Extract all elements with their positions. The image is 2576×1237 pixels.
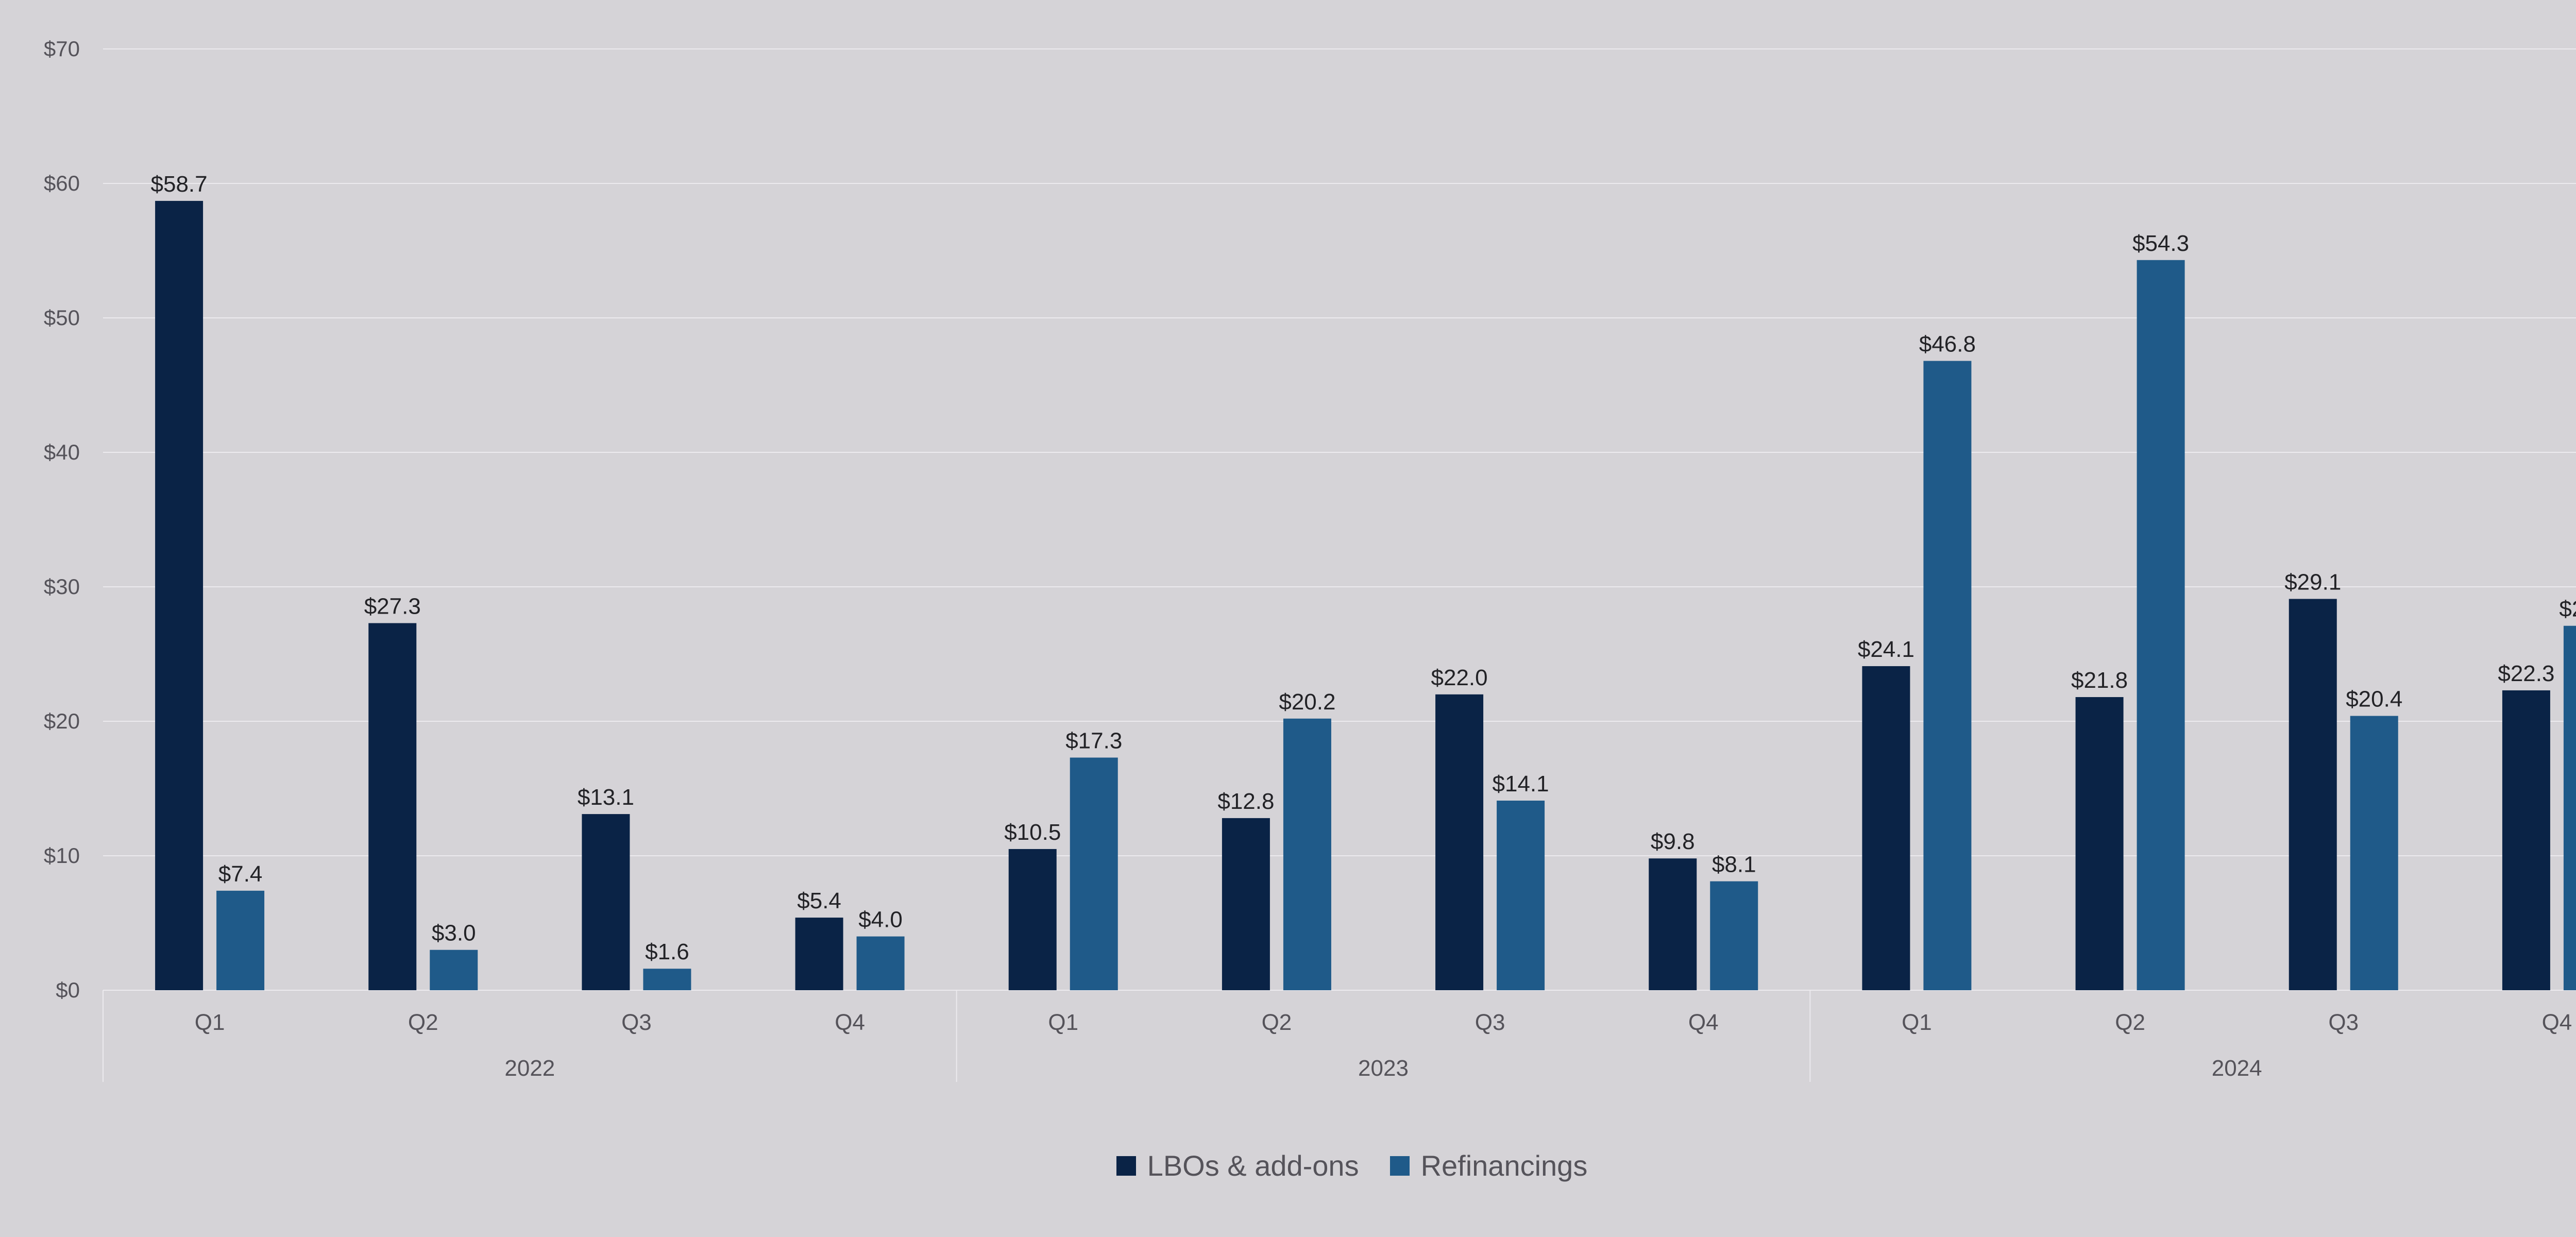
x-tick-label: Q2: [408, 1010, 438, 1035]
y-tick-label: $70: [44, 37, 80, 61]
bar-lbos: [582, 814, 630, 990]
data-label: $22.0: [1431, 665, 1488, 690]
data-label: $4.0: [858, 907, 903, 933]
data-label: $9.8: [1651, 829, 1695, 854]
x-tick-label: Q1: [1048, 1010, 1078, 1035]
data-label: $20.4: [2346, 687, 2402, 712]
data-label: $21.8: [2071, 668, 2128, 693]
y-tick-label: $20: [44, 709, 80, 733]
data-label: $29.1: [2284, 569, 2341, 595]
legend-label-refinancings: Refinancings: [1420, 1149, 1588, 1182]
bar-lbos: [2502, 690, 2550, 990]
legend-label-lbos: LBOs & add-ons: [1147, 1149, 1359, 1182]
x-tick-label: Q3: [2328, 1010, 2359, 1035]
data-label: $5.4: [797, 888, 841, 913]
data-label: $8.1: [1712, 852, 1756, 877]
x-tick-label: Q4: [835, 1010, 865, 1035]
data-label: $10.5: [1004, 820, 1061, 845]
x-tick-label: Q1: [195, 1010, 225, 1035]
bar-refinancings: [216, 890, 265, 990]
bar-lbos: [1862, 666, 1910, 990]
data-label: $1.6: [645, 939, 689, 964]
data-label: $27.3: [364, 594, 421, 619]
data-label: $12.8: [1217, 789, 1274, 814]
y-tick-label: $0: [56, 978, 80, 1002]
y-tick-label: $40: [44, 440, 80, 464]
y-tick-label: $60: [44, 171, 80, 195]
bar-lbos: [2289, 599, 2337, 990]
y-tick-label: $10: [44, 843, 80, 868]
data-label: $54.3: [2132, 231, 2189, 256]
x-group-label: 2022: [504, 1056, 555, 1081]
bar-refinancings: [2563, 625, 2576, 990]
x-group-label: 2024: [2212, 1056, 2262, 1081]
bar-lbos: [2075, 697, 2124, 990]
x-tick-label: Q1: [1902, 1010, 1932, 1035]
bar-lbos: [155, 200, 204, 991]
bar-lbos: [795, 918, 843, 990]
data-label: $20.2: [1279, 689, 1335, 715]
legend-item-refinancings: Refinancings: [1389, 1149, 1588, 1182]
data-label: $14.1: [1493, 771, 1549, 797]
bar-refinancings: [1497, 800, 1545, 990]
x-group-label: 2023: [1358, 1056, 1409, 1081]
data-label: $24.1: [1858, 637, 1914, 662]
bar-refinancings: [643, 969, 691, 990]
legend: LBOs & add-ons Refinancings: [0, 1149, 2576, 1182]
y-tick-label: $50: [44, 306, 80, 330]
legend-swatch-lbos: [1116, 1156, 1136, 1176]
bar-refinancings: [1923, 361, 1972, 990]
x-tick-label: Q2: [2115, 1010, 2145, 1035]
bar-refinancings: [1710, 881, 1758, 990]
data-label: $27.1: [2559, 597, 2576, 622]
x-tick-label: Q4: [1688, 1010, 1719, 1035]
bar-refinancings: [856, 936, 905, 990]
bar-refinancings: [430, 950, 478, 990]
bar-lbos: [1008, 849, 1057, 990]
bar-refinancings: [2350, 716, 2398, 990]
x-tick-label: Q3: [621, 1010, 652, 1035]
legend-swatch-refinancings: [1389, 1156, 1410, 1176]
data-label: $13.1: [578, 785, 634, 810]
y-tick-label: $30: [44, 574, 80, 599]
bar-lbos: [1435, 694, 1484, 990]
data-label: $58.7: [151, 172, 208, 197]
data-label: $3.0: [432, 921, 476, 946]
bar-lbos: [368, 623, 417, 990]
legend-item-lbos: LBOs & add-ons: [1116, 1149, 1359, 1182]
data-label: $17.3: [1065, 728, 1122, 753]
x-tick-label: Q3: [1475, 1010, 1505, 1035]
bar-lbos: [1222, 818, 1270, 990]
bar-refinancings: [2137, 260, 2185, 990]
x-tick-label: Q4: [2542, 1010, 2572, 1035]
data-label: $46.8: [1919, 332, 1976, 357]
bar-refinancings: [1070, 757, 1118, 990]
bar-refinancings: [1283, 718, 1331, 990]
data-label: $7.4: [218, 861, 263, 887]
data-label: $22.3: [2498, 661, 2554, 686]
bar-lbos: [1649, 858, 1697, 990]
x-tick-label: Q2: [1262, 1010, 1292, 1035]
